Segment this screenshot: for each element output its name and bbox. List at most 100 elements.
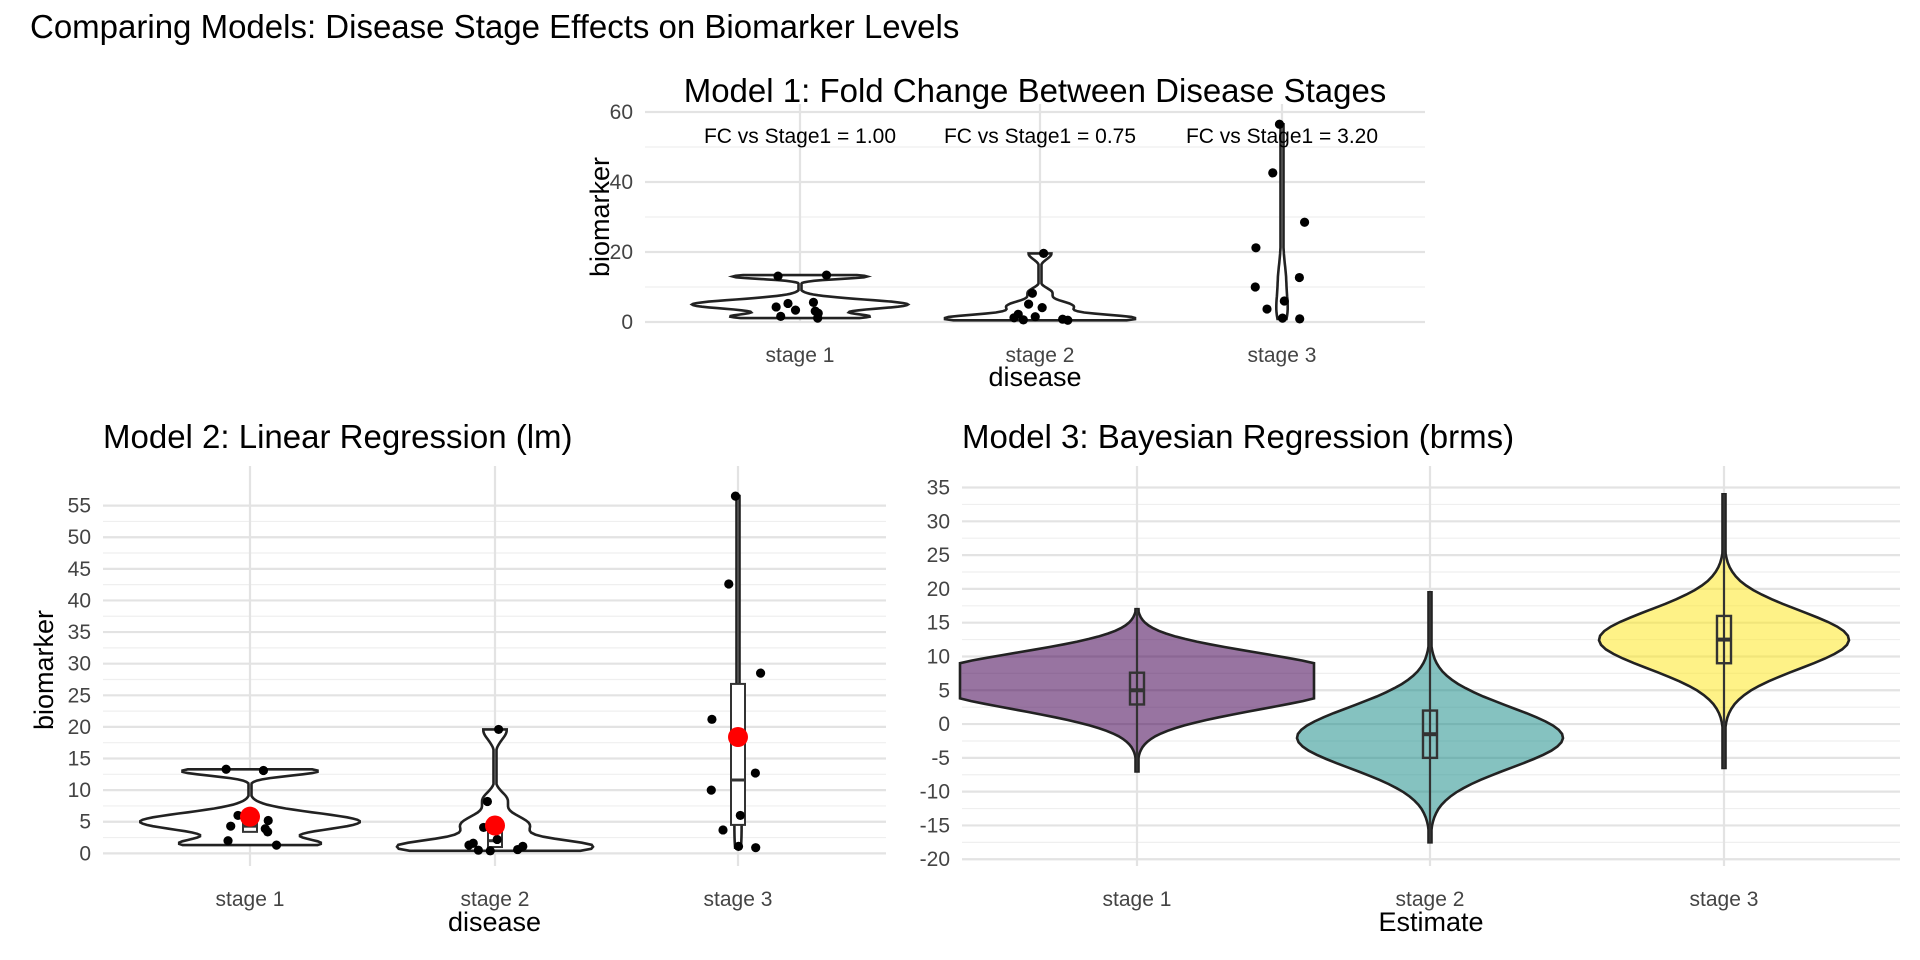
data-point <box>1274 119 1285 129</box>
mean-point <box>728 727 748 748</box>
x-tick-label: stage 2 <box>1006 344 1075 367</box>
data-point <box>773 271 783 281</box>
x-tick-label: stage 3 <box>1248 344 1317 367</box>
y-tick-label: -5 <box>931 747 950 770</box>
data-point <box>494 724 504 735</box>
data-point <box>730 491 741 501</box>
violin-stage-3 <box>1275 123 1289 321</box>
data-point <box>1027 288 1037 298</box>
data-point <box>1262 304 1272 314</box>
data-point <box>263 815 273 826</box>
data-point <box>790 305 801 315</box>
mean-point <box>485 815 505 836</box>
data-point <box>821 270 832 280</box>
data-point <box>808 297 819 307</box>
data-point <box>258 765 269 776</box>
data-point <box>1251 243 1261 253</box>
y-tick-label: 40 <box>68 589 91 612</box>
data-point <box>1018 315 1028 325</box>
data-point <box>750 768 760 778</box>
data-point <box>226 821 236 831</box>
x-tick-label: stage 1 <box>766 344 835 367</box>
data-point <box>1039 248 1049 258</box>
data-point <box>1294 272 1304 283</box>
data-point <box>724 579 734 589</box>
data-point <box>718 825 728 835</box>
y-tick-label: -15 <box>920 814 950 837</box>
data-point <box>1024 299 1034 309</box>
data-point <box>755 668 766 678</box>
violin-stage-1 <box>689 273 911 320</box>
data-point <box>482 796 492 807</box>
data-point <box>1268 168 1278 178</box>
y-tick-label: 60 <box>610 101 633 124</box>
y-tick-label: 5 <box>938 679 950 702</box>
y-tick-label: 20 <box>610 241 633 264</box>
y-tick-label: 35 <box>68 621 91 644</box>
y-tick-label: 25 <box>927 544 950 567</box>
fold-change-annotation: FC vs Stage1 = 0.75 <box>944 125 1136 148</box>
data-point <box>733 841 744 852</box>
y-axis-title: biomarker <box>29 610 59 730</box>
data-point <box>1030 312 1040 322</box>
y-tick-label: 10 <box>68 779 91 802</box>
y-tick-label: 45 <box>68 558 91 581</box>
data-point <box>735 810 745 821</box>
data-point <box>776 311 786 321</box>
y-tick-label: -20 <box>920 848 950 871</box>
data-point <box>473 845 483 855</box>
x-axis-title: Estimate <box>1378 907 1483 937</box>
data-point <box>221 764 231 774</box>
panel-1-title: Model 1: Fold Change Between Disease Sta… <box>684 72 1387 109</box>
data-point <box>1063 315 1073 325</box>
data-point <box>1250 282 1260 292</box>
data-point <box>223 836 233 846</box>
data-point <box>518 841 528 852</box>
y-tick-label: 40 <box>610 171 633 194</box>
data-point <box>706 785 716 795</box>
y-tick-label: 30 <box>68 653 91 676</box>
data-point <box>1279 296 1289 306</box>
y-tick-label: 15 <box>68 748 91 771</box>
data-point <box>260 824 270 834</box>
y-tick-label: 10 <box>927 645 950 668</box>
x-axis-title: disease <box>448 907 541 937</box>
fold-change-annotation: FC vs Stage1 = 1.00 <box>704 125 896 148</box>
y-tick-label: 20 <box>927 578 950 601</box>
data-point <box>771 302 781 312</box>
x-tick-label: stage 1 <box>1103 888 1172 911</box>
violin-stage-2 <box>943 252 1137 322</box>
x-axis-title: disease <box>988 362 1081 392</box>
figure-title: Comparing Models: Disease Stage Effects … <box>30 8 960 45</box>
panel-2-title: Model 2: Linear Regression (lm) <box>103 418 573 455</box>
y-tick-label: 0 <box>938 713 950 736</box>
box-3 <box>730 682 746 826</box>
data-point <box>751 843 761 853</box>
fold-change-annotation: FC vs Stage1 = 3.20 <box>1186 125 1378 148</box>
mean-point <box>240 806 260 827</box>
data-point <box>783 298 793 309</box>
data-point <box>492 834 502 845</box>
data-point <box>1295 314 1305 324</box>
data-point <box>1277 313 1288 323</box>
data-point <box>1037 303 1047 313</box>
x-tick-label: stage 3 <box>1690 888 1759 911</box>
y-tick-label: 30 <box>927 510 950 533</box>
x-tick-label: stage 3 <box>704 888 773 911</box>
y-tick-label: -10 <box>920 781 950 804</box>
y-axis-title: biomarker <box>585 157 615 277</box>
y-tick-label: 55 <box>68 495 91 518</box>
data-point <box>810 306 820 316</box>
data-point <box>813 313 823 323</box>
data-point <box>1009 313 1019 323</box>
y-tick-label: 0 <box>79 842 91 865</box>
y-tick-label: 50 <box>68 526 91 549</box>
data-point <box>271 840 282 850</box>
y-tick-label: 20 <box>68 716 91 739</box>
y-tick-label: 15 <box>927 612 950 635</box>
y-tick-label: 0 <box>621 311 633 334</box>
data-point <box>485 846 495 856</box>
x-tick-label: stage 1 <box>216 888 285 911</box>
y-tick-label: 35 <box>927 477 950 500</box>
